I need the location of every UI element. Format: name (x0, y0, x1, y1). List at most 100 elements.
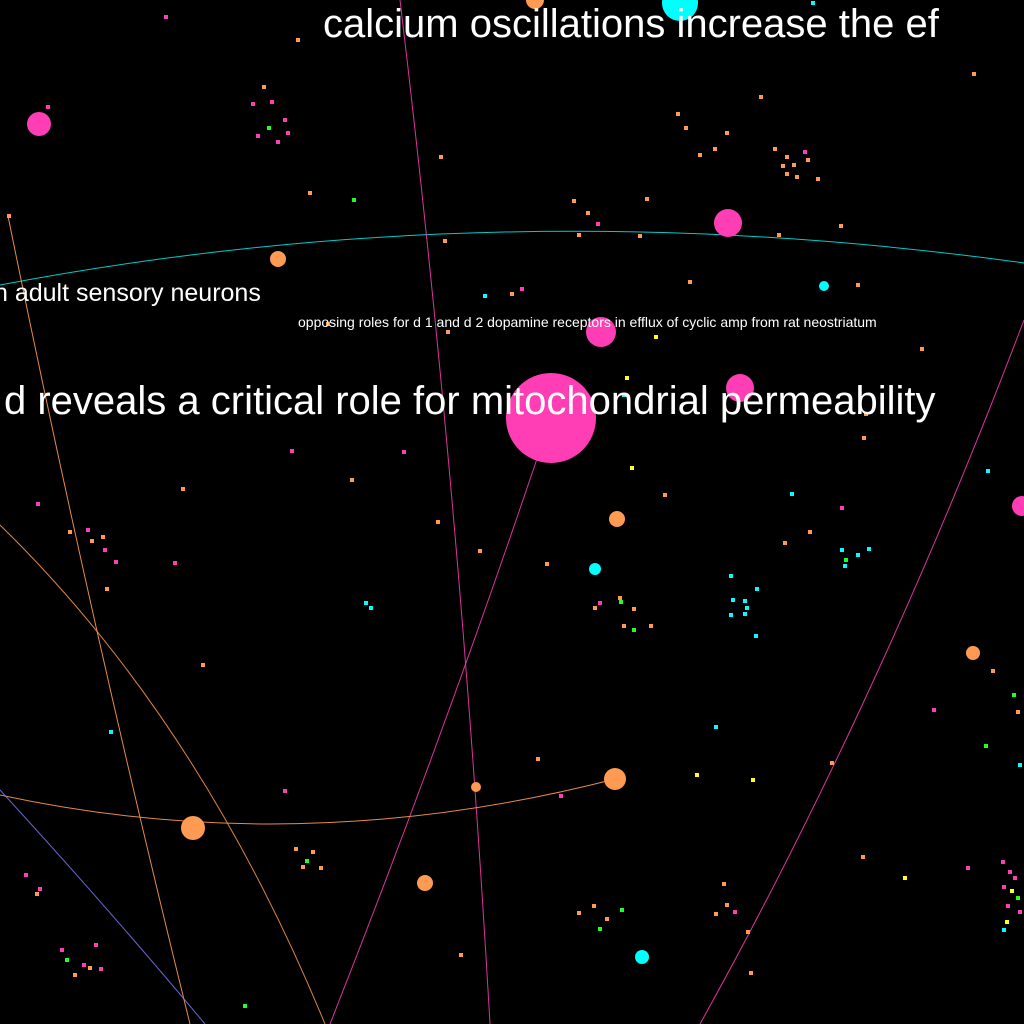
paper-dot (743, 599, 747, 603)
paper-dot (369, 606, 373, 610)
paper-dot (830, 761, 834, 765)
paper-dot (698, 153, 702, 157)
paper-dot (811, 1, 815, 5)
citation-edge-pink-center (329, 419, 551, 1024)
paper-dot (856, 283, 860, 287)
paper-dot (803, 150, 807, 154)
paper-dot (36, 502, 40, 506)
paper-dot (638, 234, 642, 238)
paper-dot (256, 134, 260, 138)
paper-node[interactable] (726, 374, 754, 402)
paper-dot (972, 72, 976, 76)
paper-dot (622, 393, 626, 397)
paper-dot (114, 560, 118, 564)
paper-dot (722, 882, 726, 886)
paper-node[interactable] (819, 281, 829, 291)
citation-edge-orange-left (7, 215, 191, 1024)
paper-dot (305, 859, 309, 863)
paper-node[interactable] (604, 768, 626, 790)
paper-dot (781, 164, 785, 168)
paper-node[interactable] (635, 950, 649, 964)
paper-dot (785, 172, 789, 176)
paper-dot (276, 140, 280, 144)
paper-dot (86, 528, 90, 532)
paper-dot (619, 600, 623, 604)
paper-dot (559, 794, 563, 798)
paper-node[interactable] (1012, 496, 1024, 516)
paper-dot (663, 493, 667, 497)
paper-dot (1010, 889, 1014, 893)
paper-dot (592, 904, 596, 908)
paper-node[interactable] (586, 317, 616, 347)
paper-dot (856, 553, 860, 557)
paper-node[interactable] (181, 816, 205, 840)
paper-dot (1002, 885, 1006, 889)
paper-dot (545, 562, 549, 566)
paper-dot (733, 910, 737, 914)
paper-dot (620, 908, 624, 912)
paper-dot (749, 971, 753, 975)
paper-dot (510, 292, 514, 296)
paper-dot (577, 233, 581, 237)
paper-node[interactable] (609, 511, 625, 527)
paper-nodes[interactable] (27, 0, 1024, 964)
paper-dot (94, 943, 98, 947)
paper-dot (1013, 876, 1017, 880)
paper-dot (684, 126, 688, 130)
paper-dot (622, 624, 626, 628)
paper-dot (714, 725, 718, 729)
paper-dot (1006, 904, 1010, 908)
paper-dot (294, 847, 298, 851)
paper-dot (746, 930, 750, 934)
paper-dot (350, 478, 354, 482)
citation-edge-orange-diagonal (0, 524, 326, 1024)
citation-edge-cyan-arc (0, 230, 1024, 286)
paper-node[interactable] (662, 0, 698, 21)
paper-node[interactable] (714, 209, 742, 237)
paper-node[interactable] (506, 373, 596, 463)
paper-dot (806, 158, 810, 162)
paper-node[interactable] (270, 251, 286, 267)
paper-dot (816, 177, 820, 181)
paper-node[interactable] (417, 875, 433, 891)
paper-dot (729, 574, 733, 578)
paper-dot (35, 892, 39, 896)
paper-dot (88, 966, 92, 970)
paper-dot (649, 624, 653, 628)
paper-dot (783, 541, 787, 545)
paper-dot (109, 730, 113, 734)
paper-dot (1018, 910, 1022, 914)
paper-dot (262, 85, 266, 89)
paper-dot (105, 587, 109, 591)
label-middle: d reveals a critical role for mitochondr… (4, 379, 935, 423)
paper-dot (290, 449, 294, 453)
paper-dot (792, 163, 796, 167)
paper-dot (920, 347, 924, 351)
paper-dot (625, 376, 629, 380)
paper-dot (676, 112, 680, 116)
paper-dot (598, 927, 602, 931)
paper-node[interactable] (589, 563, 601, 575)
paper-dot (319, 866, 323, 870)
paper-node[interactable] (526, 0, 544, 9)
paper-dot (840, 548, 844, 552)
paper-node[interactable] (471, 782, 481, 792)
paper-dot (572, 199, 576, 203)
citation-edge-pink-vertical-1 (399, 0, 491, 1024)
paper-dot (352, 198, 356, 202)
paper-dot (577, 911, 581, 915)
paper-dots (7, 1, 1022, 1008)
paper-node[interactable] (966, 646, 980, 660)
paper-dot (731, 598, 735, 602)
paper-dot (632, 628, 636, 632)
paper-dot (991, 669, 995, 673)
paper-node[interactable] (27, 112, 51, 136)
paper-dot (38, 887, 42, 891)
paper-dot (785, 155, 789, 159)
paper-dot (173, 561, 177, 565)
paper-dot (251, 102, 255, 106)
paper-dot (754, 634, 758, 638)
paper-dot (808, 530, 812, 534)
